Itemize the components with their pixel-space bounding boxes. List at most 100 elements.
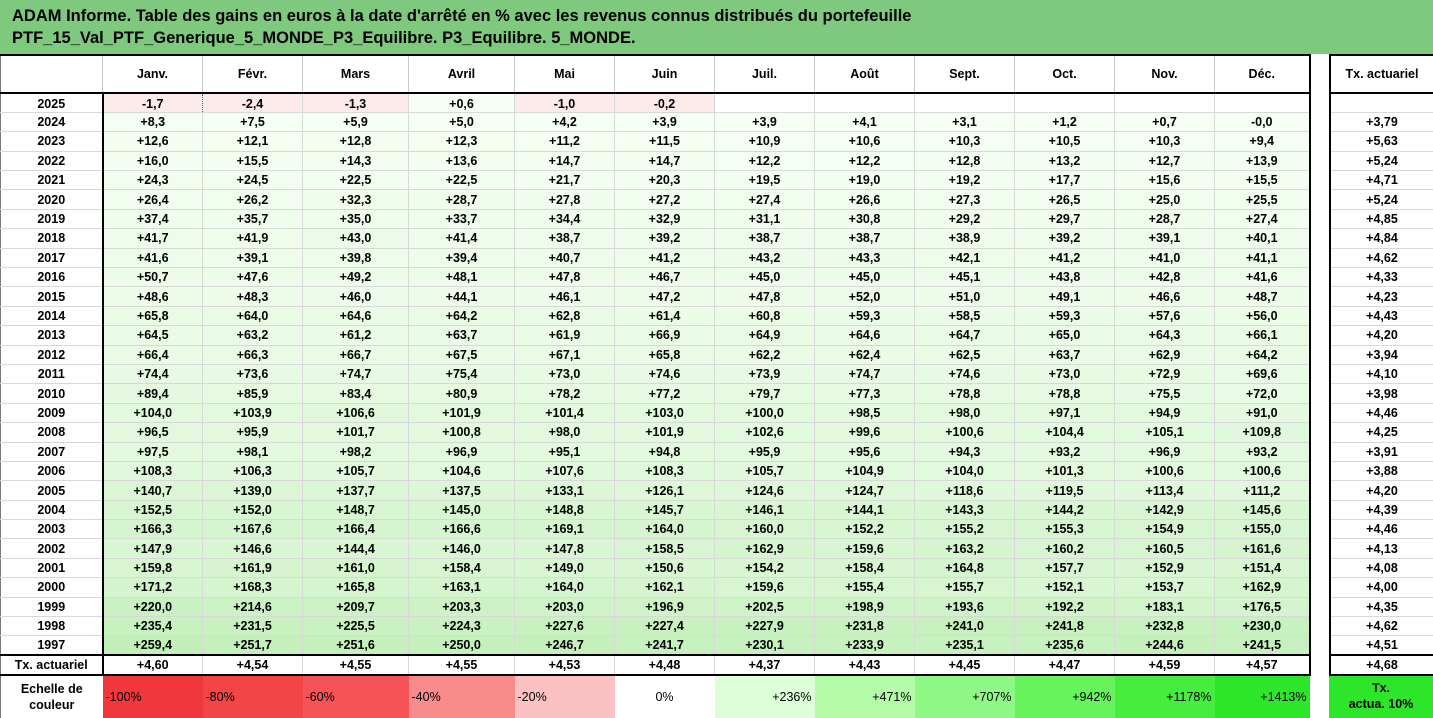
- gain-cell: +158,4: [814, 558, 915, 579]
- gain-cell: +10,5: [1014, 131, 1115, 152]
- gain-cell: +244,6: [1114, 635, 1215, 656]
- color-scale-swatch: -80%: [202, 676, 303, 718]
- gain-cell: +39,1: [202, 248, 303, 269]
- rate-cell: +5,24: [1329, 151, 1433, 172]
- table-row: 2003 +166,3 +167,6 +166,4 +166,6 +169,1 +164,0…: [0, 519, 1311, 540]
- gain-cell: +95,1: [514, 442, 615, 462]
- gain-cell: +7,5: [202, 112, 303, 133]
- table-row: 2000 +171,2 +168,3 +165,8 +163,1 +164,0 +162,1…: [0, 577, 1311, 598]
- gain-cell: +67,5: [408, 345, 515, 365]
- gain-cell: +142,9: [1114, 500, 1215, 521]
- gain-cell: +38,7: [814, 228, 915, 249]
- gain-cell: +12,2: [714, 151, 815, 172]
- gain-cell: +220,0: [102, 597, 203, 618]
- gain-cell: +99,6: [814, 422, 915, 443]
- gain-cell: +94,9: [1114, 403, 1215, 424]
- month-header: Déc.: [1214, 54, 1311, 94]
- gain-cell: +196,9: [614, 597, 715, 618]
- gain-cell: +5,0: [408, 112, 515, 133]
- table-row: 2014 +65,8 +64,0 +64,6 +64,2 +62,8 +61,4 +60,8 +…: [0, 306, 1311, 327]
- rate-row: +4,13: [1329, 538, 1433, 559]
- gain-cell: +225,5: [302, 616, 409, 637]
- gain-cell: +161,6: [1214, 538, 1311, 559]
- gain-cell: +230,0: [1214, 616, 1311, 637]
- gain-cell: +47,2: [614, 286, 715, 307]
- gain-cell: +22,5: [302, 170, 409, 191]
- gain-cell: +41,0: [1114, 248, 1215, 269]
- gain-cell: +69,6: [1214, 364, 1311, 385]
- gain-cell: +48,7: [1214, 286, 1311, 307]
- gain-cell: +12,6: [102, 131, 203, 152]
- gain-cell: +107,6: [514, 461, 615, 482]
- gain-cell: +163,2: [914, 538, 1015, 559]
- rate-scale-line2: actua. 10%: [1348, 697, 1414, 711]
- gain-cell: +96,5: [102, 422, 203, 443]
- gain-cell: +150,6: [614, 558, 715, 579]
- gain-cell: +137,7: [302, 480, 409, 501]
- gain-cell: +77,2: [614, 383, 715, 404]
- gain-cell: +232,8: [1114, 616, 1215, 637]
- gain-cell: +66,9: [614, 325, 715, 346]
- summary-cell: +4,43: [814, 654, 915, 676]
- rate-cell: +4,46: [1329, 403, 1433, 424]
- rate-cell: +4,20: [1329, 480, 1433, 501]
- gain-cell: +5,9: [302, 112, 409, 133]
- gain-cell: +24,3: [102, 170, 203, 191]
- rate-cell: +4,71: [1329, 170, 1433, 191]
- gain-cell: +209,7: [302, 597, 409, 618]
- gain-cell: +13,9: [1214, 151, 1311, 172]
- rate-row: +3,94: [1329, 345, 1433, 365]
- gain-cell: +78,8: [914, 383, 1015, 404]
- rate-cell: +3,94: [1329, 345, 1433, 365]
- table-row: 2022 +16,0 +15,5 +14,3 +13,6 +14,7 +14,7 +12,2 +…: [0, 151, 1311, 172]
- gain-cell: +4,1: [814, 112, 915, 133]
- rate-row: +3,88: [1329, 461, 1433, 482]
- gain-cell: +108,3: [614, 461, 715, 482]
- gain-cell: +45,0: [814, 267, 915, 288]
- gain-cell: +259,4: [102, 635, 203, 656]
- gain-cell: +149,0: [514, 558, 615, 579]
- rate-row: +4,46: [1329, 519, 1433, 540]
- rate-column-header: Tx. actuariel: [1329, 54, 1433, 94]
- gain-cell: +162,1: [614, 577, 715, 598]
- rate-cell: +4,10: [1329, 364, 1433, 385]
- table-row: 2025 -1,7 -2,4 -1,3 +0,6 -1,0 -0,2: [0, 93, 1311, 113]
- gain-cell: +74,7: [814, 364, 915, 385]
- gain-cell: +19,2: [914, 170, 1015, 191]
- gain-cell: +62,9: [1114, 345, 1215, 365]
- year-cell: 2011: [0, 364, 104, 385]
- gain-cell: +56,0: [1214, 306, 1311, 327]
- gain-cell: +155,3: [1014, 519, 1115, 540]
- gain-cell: +64,9: [714, 325, 815, 346]
- gain-cell: +227,9: [714, 616, 815, 637]
- gain-cell: +168,3: [202, 577, 303, 598]
- gain-cell: +98,1: [202, 442, 303, 462]
- rate-row: +4,46: [1329, 403, 1433, 424]
- gain-cell: +74,7: [302, 364, 409, 385]
- gain-cell: +43,8: [1014, 267, 1115, 288]
- rate-cell: +4,51: [1329, 635, 1433, 656]
- gain-cell: +158,5: [614, 538, 715, 559]
- gain-cell: +46,1: [514, 286, 615, 307]
- gain-cell: +62,5: [914, 345, 1015, 365]
- gain-cell: +10,9: [714, 131, 815, 152]
- gain-cell: +203,0: [514, 597, 615, 618]
- gain-cell: +39,2: [1014, 228, 1115, 249]
- gain-cell: +166,3: [102, 519, 203, 540]
- gain-cell: +64,5: [102, 325, 203, 346]
- gain-cell: +241,0: [914, 616, 1015, 637]
- gain-cell: +14,3: [302, 151, 409, 172]
- gain-cell: +39,4: [408, 248, 515, 269]
- table-row: 2006 +108,3 +106,3 +105,7 +104,6 +107,6 +108,3…: [0, 461, 1311, 482]
- table-row: 2012 +66,4 +66,3 +66,7 +67,5 +67,1 +65,8 +62,2 +…: [0, 345, 1311, 365]
- gain-cell: +139,0: [202, 480, 303, 501]
- gain-cell: +224,3: [408, 616, 515, 637]
- color-scale-swatch: +1178%: [1114, 676, 1215, 718]
- gain-cell: +157,7: [1014, 558, 1115, 579]
- month-header: Mars: [302, 54, 409, 94]
- year-cell: 2014: [0, 306, 104, 327]
- gain-cell: +111,2: [1214, 480, 1311, 501]
- gain-cell: +154,9: [1114, 519, 1215, 540]
- gain-cell: +10,3: [1114, 131, 1215, 152]
- gain-cell: +160,5: [1114, 538, 1215, 559]
